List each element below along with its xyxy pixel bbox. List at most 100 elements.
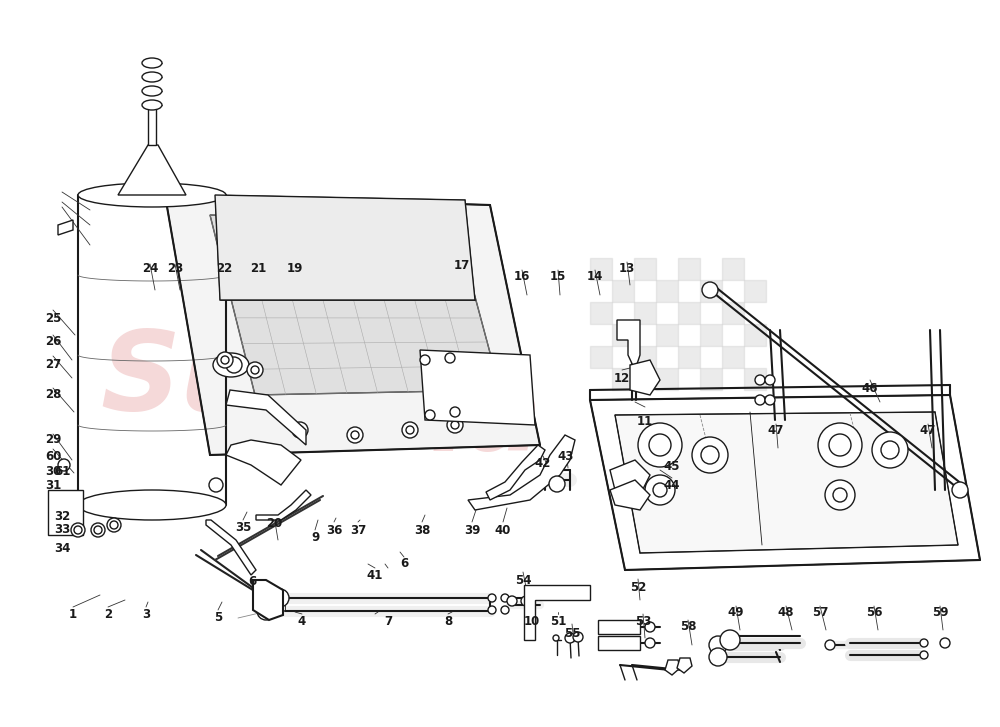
Bar (678, 346, 700, 368)
Text: 21: 21 (250, 262, 266, 276)
Bar (612, 280, 634, 302)
Text: 43: 43 (558, 450, 574, 463)
Text: 30: 30 (45, 465, 61, 478)
Circle shape (445, 353, 455, 363)
Circle shape (565, 633, 575, 643)
Bar (722, 346, 744, 368)
Circle shape (296, 426, 304, 434)
Bar (678, 302, 700, 324)
Bar (48, 490, 83, 535)
Ellipse shape (78, 490, 226, 520)
Circle shape (71, 523, 85, 537)
Circle shape (755, 395, 765, 405)
Ellipse shape (645, 622, 655, 632)
Text: 23: 23 (167, 262, 183, 276)
Text: 31: 31 (45, 479, 61, 492)
Bar (590, 302, 612, 324)
Circle shape (209, 478, 223, 492)
Bar (700, 324, 722, 346)
Ellipse shape (142, 86, 162, 96)
Text: 7: 7 (384, 615, 392, 628)
Circle shape (94, 526, 102, 534)
Text: 32: 32 (54, 510, 70, 523)
Bar (678, 258, 700, 280)
Text: 58: 58 (680, 620, 696, 633)
Circle shape (488, 606, 496, 614)
Text: 34: 34 (54, 542, 70, 555)
Polygon shape (210, 215, 500, 395)
Polygon shape (590, 395, 980, 570)
Circle shape (402, 422, 418, 438)
Circle shape (507, 596, 517, 606)
Circle shape (221, 356, 229, 364)
Circle shape (450, 407, 460, 417)
Bar (634, 302, 656, 324)
Circle shape (271, 589, 289, 607)
Circle shape (425, 410, 435, 420)
Text: 55: 55 (564, 627, 580, 640)
Text: 11: 11 (637, 415, 653, 428)
Circle shape (549, 476, 565, 492)
Text: 12: 12 (614, 371, 630, 385)
Circle shape (952, 482, 968, 498)
Ellipse shape (142, 72, 162, 82)
Circle shape (765, 375, 775, 385)
Circle shape (351, 431, 359, 439)
Circle shape (58, 459, 70, 471)
Text: 14: 14 (587, 270, 603, 283)
Text: 60: 60 (45, 450, 61, 463)
Circle shape (447, 417, 463, 433)
Text: 36: 36 (326, 524, 342, 537)
Text: 15: 15 (550, 270, 566, 283)
Text: 47: 47 (768, 424, 784, 437)
Text: 45: 45 (664, 460, 680, 473)
Bar (700, 368, 722, 390)
Bar (612, 368, 634, 390)
Bar (656, 368, 678, 390)
Polygon shape (215, 195, 475, 300)
Text: 54: 54 (515, 574, 531, 587)
Text: 6: 6 (400, 557, 408, 570)
Polygon shape (630, 360, 660, 395)
Text: 59: 59 (932, 606, 948, 619)
Polygon shape (617, 320, 640, 370)
Polygon shape (148, 105, 156, 145)
Text: 52: 52 (630, 581, 646, 594)
Circle shape (91, 523, 105, 537)
Bar (590, 258, 612, 280)
Bar (744, 280, 766, 302)
Circle shape (501, 606, 509, 614)
Circle shape (653, 483, 667, 497)
Text: 10: 10 (524, 615, 540, 628)
Circle shape (501, 594, 509, 602)
Circle shape (107, 518, 121, 532)
Circle shape (217, 352, 233, 368)
Circle shape (645, 475, 675, 505)
Circle shape (521, 596, 531, 606)
Circle shape (825, 640, 835, 650)
Circle shape (920, 651, 928, 659)
Bar (590, 346, 612, 368)
Circle shape (466, 366, 474, 374)
Circle shape (709, 636, 727, 654)
Text: 37: 37 (350, 524, 366, 537)
Polygon shape (165, 195, 540, 455)
Circle shape (573, 632, 583, 642)
Text: 40: 40 (495, 524, 511, 537)
Circle shape (451, 421, 459, 429)
Text: 51: 51 (550, 615, 566, 628)
Text: 38: 38 (414, 524, 430, 537)
Circle shape (720, 630, 740, 650)
Circle shape (709, 648, 727, 666)
Circle shape (110, 521, 118, 529)
Text: 16: 16 (514, 270, 530, 283)
Text: 2: 2 (104, 608, 112, 621)
Polygon shape (206, 520, 256, 575)
Text: 20: 20 (266, 517, 282, 530)
Circle shape (881, 441, 899, 459)
Bar (722, 258, 744, 280)
Polygon shape (253, 580, 283, 620)
Circle shape (702, 282, 718, 298)
Circle shape (74, 526, 82, 534)
Circle shape (247, 362, 263, 378)
